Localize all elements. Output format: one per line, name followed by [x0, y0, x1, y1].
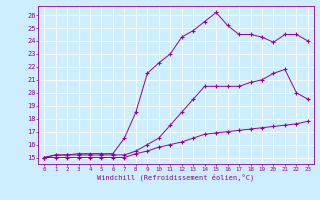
X-axis label: Windchill (Refroidissement éolien,°C): Windchill (Refroidissement éolien,°C)	[97, 173, 255, 181]
